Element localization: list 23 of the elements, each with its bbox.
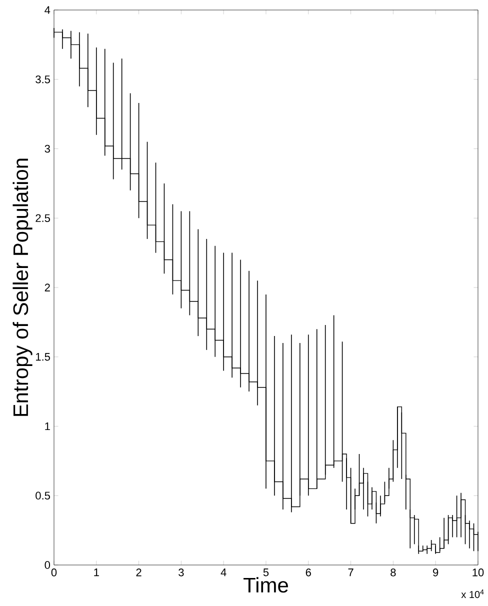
x-tick-label: 8: [390, 568, 396, 576]
x-tick-label: 9: [433, 568, 438, 576]
y-tick-label: 0.5: [36, 492, 50, 500]
y-axis-title: Entropy of Seller Population: [12, 158, 32, 416]
y-tick-label: 2: [44, 284, 50, 292]
y-tick-label: 2.5: [36, 214, 50, 222]
y-tick-label: 1: [45, 422, 50, 430]
x-tick-label: 7: [348, 568, 354, 576]
y-tick-label: 3: [44, 144, 50, 153]
x-tick-label: 3: [178, 568, 184, 576]
x-tick-label: 5: [263, 568, 269, 576]
x-tick-label: 4: [220, 568, 226, 576]
y-tick-label: 0: [44, 561, 50, 569]
x-tick-label: 10: [472, 568, 484, 576]
text: x 10$^{4}$: [461, 590, 484, 598]
x-tick-label: 2: [136, 568, 142, 576]
x-tick-label: 1: [94, 568, 99, 576]
x-axis-title: Time: [244, 577, 288, 593]
y-tick-label: 4: [44, 6, 50, 14]
y-tick-label: 1.5: [36, 353, 50, 361]
y-tick-label: 3.5: [36, 76, 50, 84]
x-tick-label: 0: [51, 568, 57, 576]
x-tick-label: 6: [306, 568, 311, 576]
